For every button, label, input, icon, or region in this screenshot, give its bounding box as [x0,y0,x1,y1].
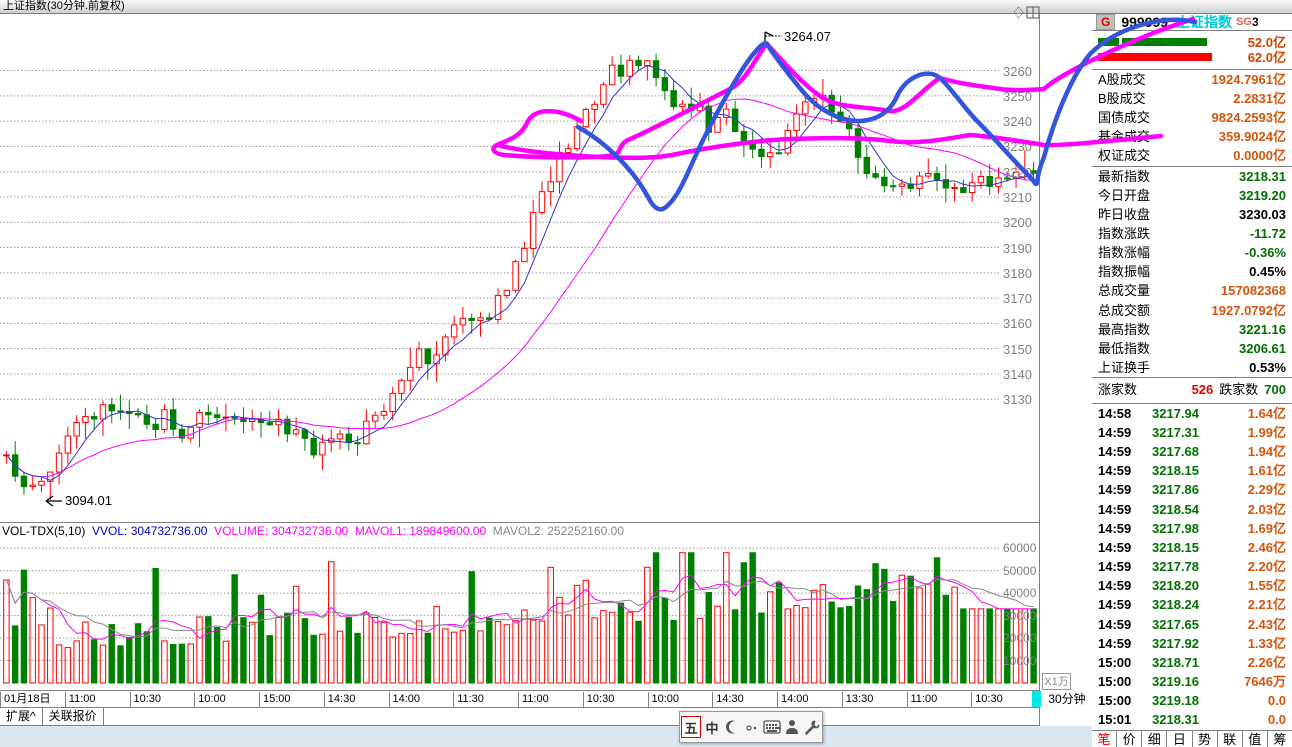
svg-text:3094.01: 3094.01 [65,493,112,508]
svg-text:3264.07: 3264.07 [784,29,831,44]
